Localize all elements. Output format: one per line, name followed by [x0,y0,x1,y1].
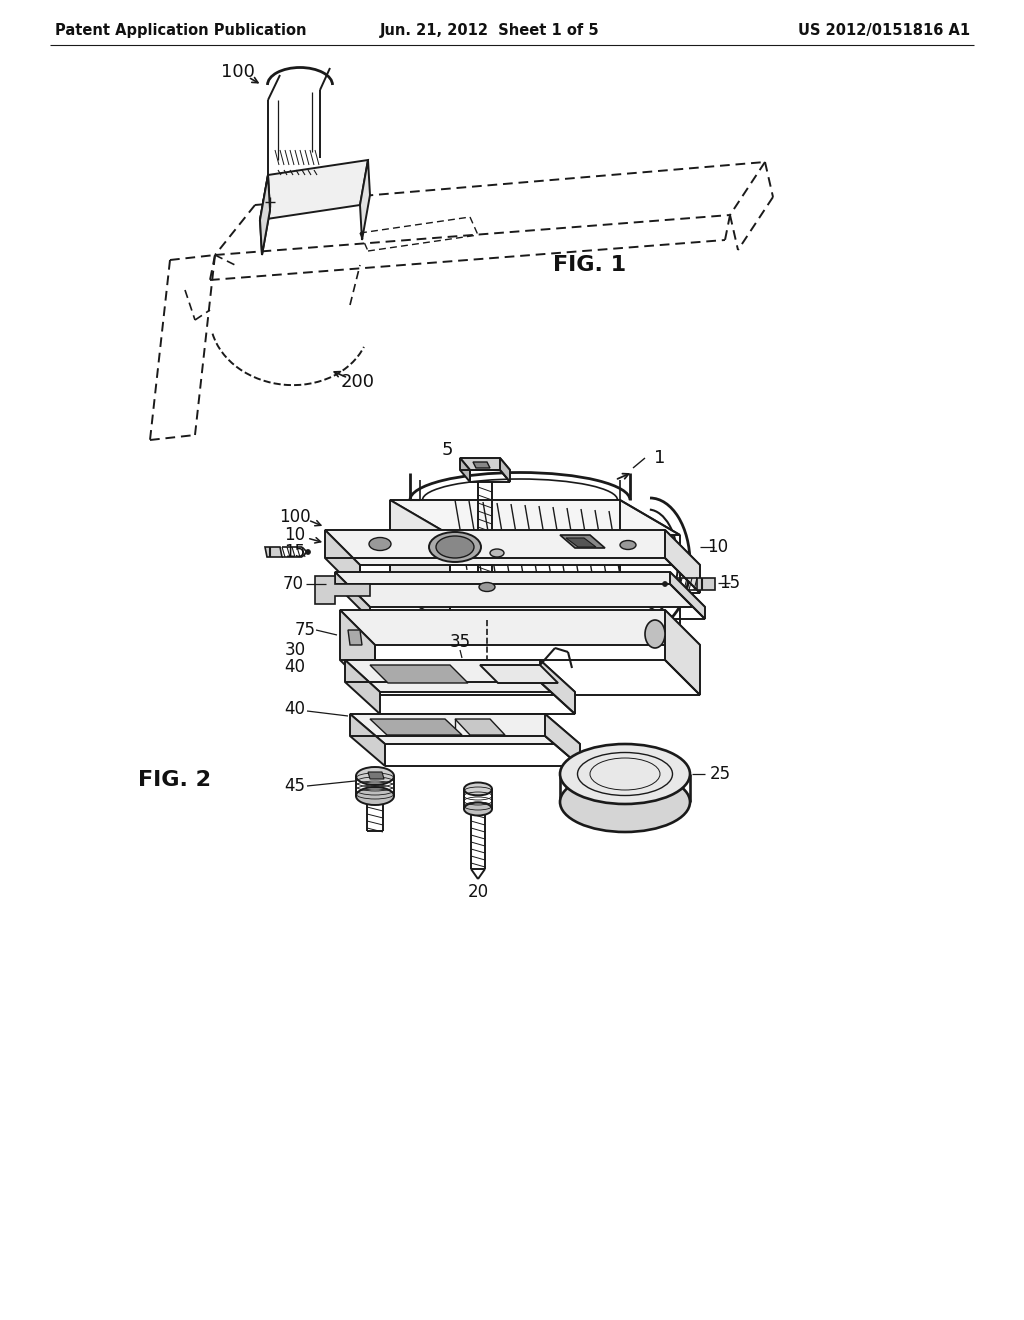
Polygon shape [335,572,370,619]
Text: 100: 100 [221,63,255,81]
Ellipse shape [356,787,394,805]
Text: FIG. 2: FIG. 2 [138,770,212,789]
Text: 45: 45 [285,777,305,795]
Polygon shape [265,546,282,557]
Polygon shape [348,630,362,645]
Polygon shape [340,610,700,645]
Ellipse shape [479,582,495,591]
Text: 10: 10 [285,525,305,544]
Polygon shape [370,719,462,735]
Polygon shape [368,772,384,779]
Polygon shape [665,531,700,593]
Polygon shape [500,458,510,482]
Ellipse shape [620,540,636,549]
Polygon shape [325,531,360,593]
Polygon shape [545,714,580,766]
Polygon shape [390,500,450,624]
Ellipse shape [645,620,665,648]
Ellipse shape [490,549,504,557]
Polygon shape [480,665,558,682]
Polygon shape [260,176,270,255]
Text: 20: 20 [467,883,488,902]
Polygon shape [460,458,510,470]
Polygon shape [670,572,705,619]
Text: 35: 35 [450,634,471,651]
Ellipse shape [560,744,690,804]
Text: US 2012/0151816 A1: US 2012/0151816 A1 [798,22,970,37]
Text: Jun. 21, 2012  Sheet 1 of 5: Jun. 21, 2012 Sheet 1 of 5 [380,22,600,37]
Text: 15: 15 [720,574,740,591]
Polygon shape [455,719,505,735]
Polygon shape [697,578,715,590]
Text: 75: 75 [295,620,315,639]
Ellipse shape [429,532,481,562]
Polygon shape [335,572,705,607]
Text: 100: 100 [280,508,311,525]
Polygon shape [260,160,368,220]
Polygon shape [340,610,375,696]
Text: FIG. 1: FIG. 1 [553,255,627,275]
Polygon shape [370,665,468,682]
Polygon shape [315,576,370,605]
Text: 15: 15 [285,543,305,561]
Polygon shape [345,660,575,692]
Text: 200: 200 [341,374,375,391]
Polygon shape [350,714,580,744]
Circle shape [663,582,668,586]
Polygon shape [560,535,605,548]
Ellipse shape [560,772,690,832]
Text: 70: 70 [283,576,303,593]
Polygon shape [390,500,680,535]
Text: 30: 30 [285,642,305,659]
Circle shape [305,549,310,554]
Text: 10: 10 [708,539,728,556]
Polygon shape [345,660,380,714]
Text: 40: 40 [285,700,305,718]
Polygon shape [325,531,700,565]
Text: 40: 40 [285,657,305,676]
Text: 5: 5 [441,441,453,459]
Polygon shape [540,660,575,714]
Polygon shape [460,458,470,482]
Text: 25: 25 [710,766,730,783]
Polygon shape [350,714,385,766]
Ellipse shape [464,803,492,816]
Text: 1: 1 [654,449,666,467]
Polygon shape [360,160,370,240]
Polygon shape [473,462,490,469]
Ellipse shape [436,536,474,558]
Polygon shape [665,610,700,696]
Ellipse shape [356,767,394,785]
Text: Patent Application Publication: Patent Application Publication [55,22,306,37]
Ellipse shape [464,783,492,796]
Polygon shape [566,539,596,546]
Ellipse shape [369,537,391,550]
